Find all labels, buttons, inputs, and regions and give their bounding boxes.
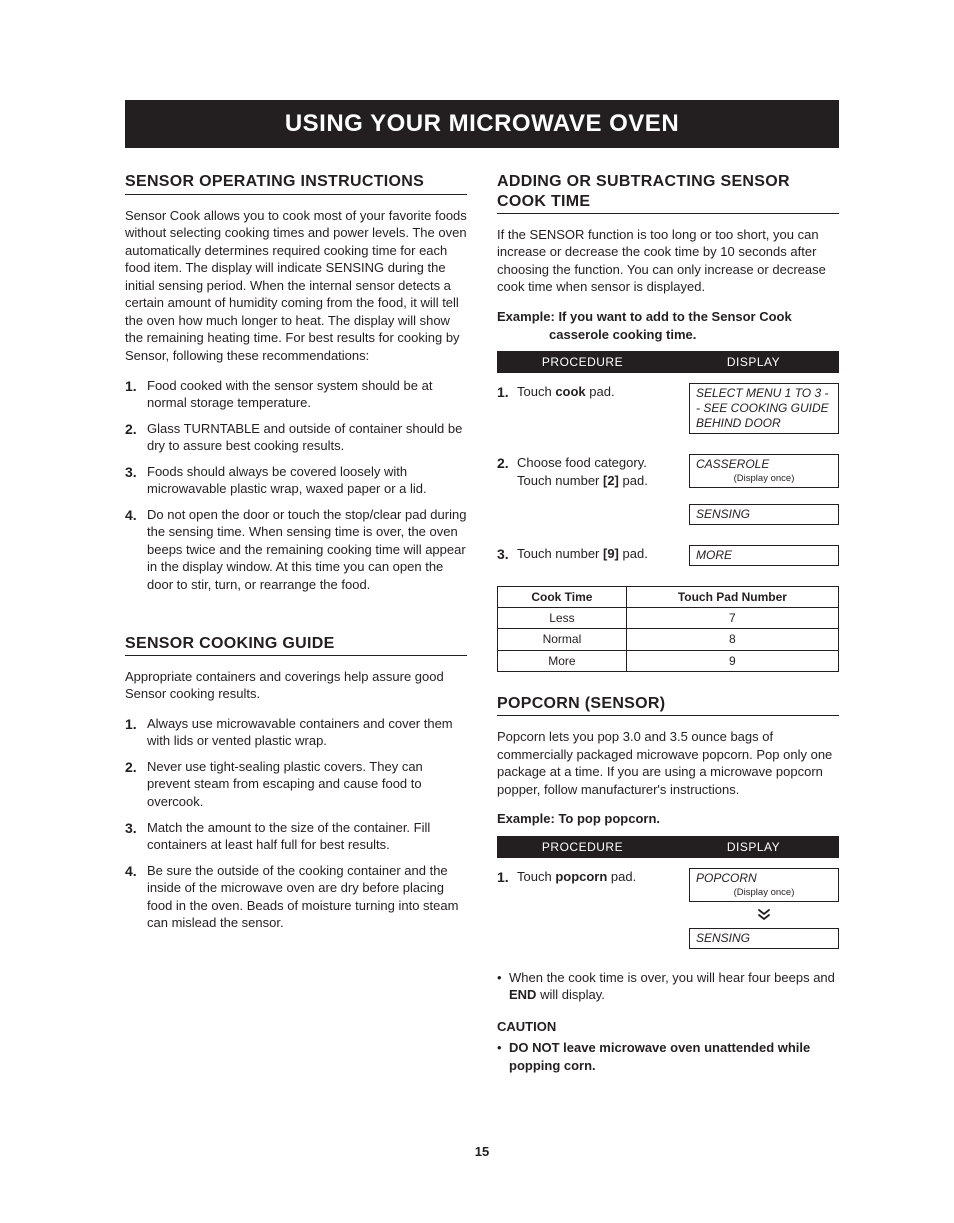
item-text: Match the amount to the size of the cont…	[147, 819, 467, 854]
step-display: MORE	[689, 545, 839, 572]
display-box: CASSEROLE (Display once)	[689, 454, 839, 488]
procedure-header-row: PROCEDURE DISPLAY	[497, 351, 839, 373]
item-text: Food cooked with the sensor system shoul…	[147, 377, 467, 412]
step-number: 1.	[497, 383, 517, 440]
list-item: 3.Match the amount to the size of the co…	[125, 819, 467, 854]
step-number: 1.	[497, 868, 517, 955]
display-box: POPCORN (Display once)	[689, 868, 839, 902]
step-text: Touch number [9] pad.	[517, 545, 689, 572]
item-text: Be sure the outside of the cooking conta…	[147, 862, 467, 932]
right-column: ADDING OR SUBTRACTING SENSOR COOK TIME I…	[497, 172, 839, 1082]
display-box: SENSING	[689, 504, 839, 525]
sensor-guide-heading: SENSOR COOKING GUIDE	[125, 634, 467, 656]
item-number: 1.	[125, 377, 147, 412]
example-caption: Example: If you want to add to the Senso…	[549, 308, 839, 343]
down-arrow-icon	[689, 908, 839, 924]
popcorn-heading: POPCORN (SENSOR)	[497, 694, 839, 716]
list-item: 2.Never use tight-sealing plastic covers…	[125, 758, 467, 811]
sensor-guide-intro: Appropriate containers and coverings hel…	[125, 668, 467, 703]
display-once-note: (Display once)	[696, 887, 832, 899]
item-number: 2.	[125, 420, 147, 455]
step-text: Touch popcorn pad.	[517, 868, 689, 955]
cook-time-table: Cook Time Touch Pad Number Less7 Normal8…	[497, 586, 839, 672]
procedure-col-header: PROCEDURE	[497, 351, 668, 373]
display-box: MORE	[689, 545, 839, 566]
step-number: 2.	[497, 454, 517, 531]
procedure-step: 3. Touch number [9] pad. MORE	[497, 545, 839, 572]
popcorn-intro: Popcorn lets you pop 3.0 and 3.5 ounce b…	[497, 728, 839, 798]
caution-text: DO NOT leave microwave oven unattended w…	[509, 1039, 839, 1074]
bullet-icon: •	[497, 969, 509, 1004]
page-number: 15	[125, 1143, 839, 1161]
left-column: SENSOR OPERATING INSTRUCTIONS Sensor Coo…	[125, 172, 467, 1082]
adding-subtracting-heading: ADDING OR SUBTRACTING SENSOR COOK TIME	[497, 172, 839, 213]
list-item: 1.Always use microwavable containers and…	[125, 715, 467, 750]
procedure-steps: 1. Touch cook pad. SELECT MENU 1 TO 3 - …	[497, 383, 839, 572]
display-box: SELECT MENU 1 TO 3 - - SEE COOKING GUIDE…	[689, 383, 839, 434]
example-text: To pop popcorn.	[558, 811, 660, 826]
list-item: 2.Glass TURNTABLE and outside of contain…	[125, 420, 467, 455]
sensor-guide-list: 1.Always use microwavable containers and…	[125, 715, 467, 932]
display-once-note: (Display once)	[696, 473, 832, 485]
item-number: 2.	[125, 758, 147, 811]
example-label: Example:	[497, 309, 555, 324]
table-header-row: Cook Time Touch Pad Number	[498, 587, 839, 608]
caution-bullet: • DO NOT leave microwave oven unattended…	[497, 1039, 839, 1074]
item-text: Never use tight-sealing plastic covers. …	[147, 758, 467, 811]
item-number: 1.	[125, 715, 147, 750]
display-col-header: DISPLAY	[668, 351, 839, 373]
item-number: 3.	[125, 463, 147, 498]
item-number: 3.	[125, 819, 147, 854]
list-item: 1.Food cooked with the sensor system sho…	[125, 377, 467, 412]
step-number: 3.	[497, 545, 517, 572]
list-item: 3.Foods should always be covered loosely…	[125, 463, 467, 498]
bullet-note: • When the cook time is over, you will h…	[497, 969, 839, 1004]
sensor-operating-intro: Sensor Cook allows you to cook most of y…	[125, 207, 467, 365]
adding-subtracting-intro: If the SENSOR function is too long or to…	[497, 226, 839, 296]
step-text: Choose food category. Touch number [2] p…	[517, 454, 689, 531]
procedure-col-header: PROCEDURE	[497, 836, 668, 858]
procedure-header-row: PROCEDURE DISPLAY	[497, 836, 839, 858]
sensor-operating-list: 1.Food cooked with the sensor system sho…	[125, 377, 467, 594]
display-box: SENSING	[689, 928, 839, 949]
page-banner: USING YOUR MICROWAVE OVEN	[125, 100, 839, 148]
bullet-icon: •	[497, 1039, 509, 1074]
table-row: Less7	[498, 608, 839, 629]
procedure-step: 1. Touch popcorn pad. POPCORN (Display o…	[497, 868, 839, 955]
table-row: Normal8	[498, 629, 839, 650]
step-display: POPCORN (Display once) SENSING	[689, 868, 839, 955]
caution-heading: CAUTION	[497, 1018, 839, 1036]
table-row: More9	[498, 650, 839, 671]
step-text: Touch cook pad.	[517, 383, 689, 440]
step-display: CASSEROLE (Display once) SENSING	[689, 454, 839, 531]
list-item: 4.Be sure the outside of the cooking con…	[125, 862, 467, 932]
procedure-step: 2. Choose food category. Touch number [2…	[497, 454, 839, 531]
bullet-text: When the cook time is over, you will hea…	[509, 969, 839, 1004]
example-text: If you want to add to the Sensor Cook ca…	[549, 309, 792, 342]
item-text: Glass TURNTABLE and outside of container…	[147, 420, 467, 455]
item-number: 4.	[125, 506, 147, 594]
procedure-steps: 1. Touch popcorn pad. POPCORN (Display o…	[497, 868, 839, 955]
list-item: 4.Do not open the door or touch the stop…	[125, 506, 467, 594]
item-text: Always use microwavable containers and c…	[147, 715, 467, 750]
item-text: Do not open the door or touch the stop/c…	[147, 506, 467, 594]
item-text: Foods should always be covered loosely w…	[147, 463, 467, 498]
example-caption: Example: To pop popcorn.	[497, 810, 839, 828]
touch-pad-header: Touch Pad Number	[626, 587, 838, 608]
sensor-operating-heading: SENSOR OPERATING INSTRUCTIONS	[125, 172, 467, 194]
procedure-step: 1. Touch cook pad. SELECT MENU 1 TO 3 - …	[497, 383, 839, 440]
step-display: SELECT MENU 1 TO 3 - - SEE COOKING GUIDE…	[689, 383, 839, 440]
two-column-layout: SENSOR OPERATING INSTRUCTIONS Sensor Coo…	[125, 172, 839, 1082]
display-col-header: DISPLAY	[668, 836, 839, 858]
item-number: 4.	[125, 862, 147, 932]
cook-time-header: Cook Time	[498, 587, 627, 608]
example-label: Example:	[497, 811, 555, 826]
